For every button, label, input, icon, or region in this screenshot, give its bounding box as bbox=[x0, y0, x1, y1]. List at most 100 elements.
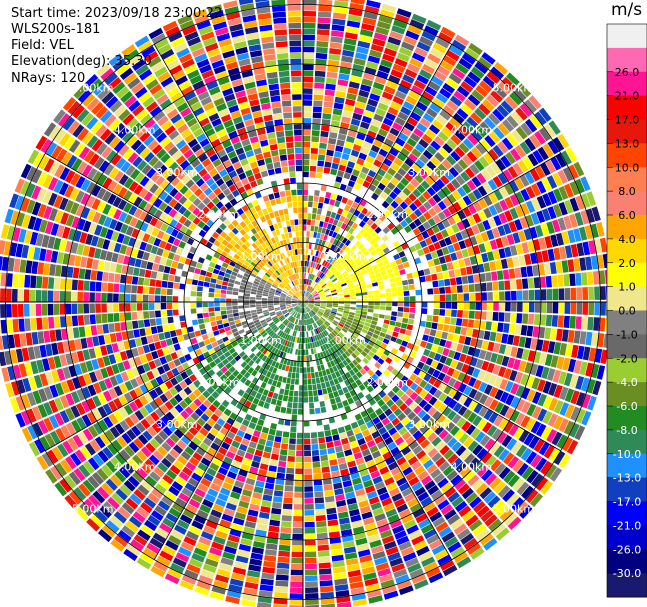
gate bbox=[303, 159, 310, 166]
gate bbox=[425, 274, 432, 282]
gate bbox=[119, 484, 132, 497]
gate bbox=[119, 284, 126, 293]
gate bbox=[298, 302, 303, 305]
gate bbox=[43, 122, 57, 137]
gate bbox=[252, 258, 259, 265]
gate bbox=[437, 403, 448, 414]
gate bbox=[216, 418, 226, 427]
gate bbox=[375, 257, 382, 264]
gate bbox=[295, 319, 299, 325]
gate bbox=[312, 106, 323, 113]
gate bbox=[290, 563, 303, 570]
gate bbox=[317, 23, 331, 30]
gate bbox=[316, 166, 324, 173]
gate bbox=[355, 356, 362, 364]
gate bbox=[113, 209, 123, 220]
gate bbox=[216, 350, 224, 357]
gate bbox=[280, 306, 287, 310]
gate bbox=[156, 419, 166, 430]
gate bbox=[260, 319, 266, 324]
gate bbox=[400, 210, 409, 219]
gate bbox=[33, 345, 42, 359]
gate bbox=[214, 311, 221, 316]
gate bbox=[361, 340, 368, 347]
gate bbox=[36, 455, 49, 471]
gate bbox=[207, 266, 214, 273]
gate bbox=[451, 39, 467, 52]
gate bbox=[387, 222, 395, 231]
gate bbox=[483, 117, 496, 130]
gate bbox=[451, 441, 462, 453]
gate bbox=[493, 127, 505, 140]
gate bbox=[180, 541, 195, 552]
gate bbox=[149, 183, 159, 194]
gate bbox=[413, 106, 425, 117]
gate bbox=[489, 386, 499, 398]
gate bbox=[193, 388, 202, 398]
gate bbox=[228, 320, 236, 326]
gate bbox=[22, 377, 32, 392]
gate bbox=[549, 262, 557, 275]
gate bbox=[228, 366, 236, 374]
gate bbox=[124, 303, 131, 312]
gate bbox=[178, 205, 187, 215]
gate bbox=[177, 455, 188, 466]
gate bbox=[510, 111, 524, 125]
gate bbox=[400, 323, 408, 329]
gate bbox=[357, 275, 364, 281]
gate bbox=[559, 402, 570, 417]
gate bbox=[579, 257, 587, 271]
gate bbox=[339, 517, 350, 525]
gate bbox=[330, 259, 337, 265]
gate bbox=[18, 363, 28, 378]
gate bbox=[394, 422, 404, 431]
gate bbox=[512, 459, 525, 473]
gate bbox=[312, 323, 317, 329]
gate bbox=[78, 483, 91, 497]
gate bbox=[0, 351, 7, 367]
gate bbox=[308, 297, 314, 300]
gate bbox=[264, 554, 277, 562]
gate bbox=[358, 89, 370, 98]
gate bbox=[224, 386, 232, 395]
gate bbox=[429, 329, 437, 337]
gate bbox=[394, 196, 403, 205]
gate bbox=[425, 342, 433, 350]
gate bbox=[111, 364, 120, 375]
gate bbox=[77, 280, 84, 291]
gate bbox=[268, 291, 275, 295]
gate bbox=[341, 55, 354, 64]
gate bbox=[290, 420, 297, 427]
gate bbox=[390, 466, 401, 476]
gate bbox=[16, 379, 26, 394]
gate bbox=[160, 288, 167, 295]
gate bbox=[332, 345, 338, 352]
gate bbox=[242, 323, 249, 329]
gate bbox=[330, 287, 336, 292]
gate bbox=[369, 539, 382, 549]
gate bbox=[303, 46, 315, 53]
gate bbox=[338, 368, 345, 376]
gate bbox=[396, 503, 409, 513]
gate bbox=[372, 38, 386, 47]
gate bbox=[71, 419, 82, 433]
gate bbox=[207, 395, 216, 404]
gate bbox=[184, 569, 199, 580]
gate bbox=[109, 426, 121, 439]
gate bbox=[140, 260, 148, 269]
gate bbox=[10, 381, 21, 396]
gate bbox=[88, 222, 97, 234]
gate bbox=[450, 546, 465, 559]
gate bbox=[0, 272, 7, 287]
gate bbox=[330, 464, 339, 472]
gate bbox=[317, 202, 324, 209]
gate bbox=[175, 476, 187, 487]
gate bbox=[351, 69, 363, 78]
gate bbox=[397, 579, 412, 590]
gate bbox=[179, 380, 188, 390]
gate bbox=[334, 213, 341, 221]
gate bbox=[280, 307, 287, 311]
gate bbox=[308, 286, 312, 292]
gate bbox=[477, 263, 485, 273]
gate bbox=[113, 313, 120, 322]
